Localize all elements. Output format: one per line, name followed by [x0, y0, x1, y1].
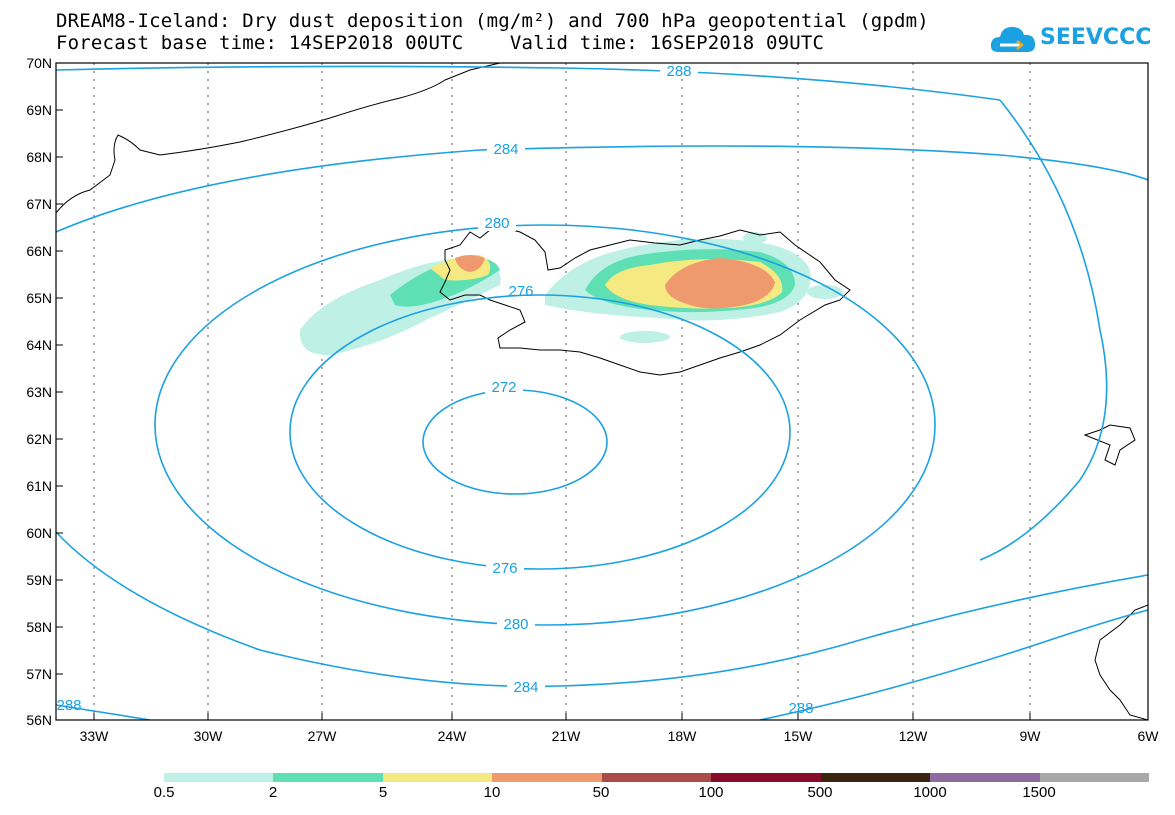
map-title: DREAM8-Iceland: Dry dust deposition (mg/… [56, 10, 929, 32]
legend-label: 1500 [1022, 784, 1056, 801]
grid-lines [93, 63, 1031, 720]
lat-label: 63N [26, 384, 52, 400]
map-subtitle: Forecast base time: 14SEP2018 00UTC Vali… [56, 32, 825, 54]
lon-label: 9W [1020, 728, 1042, 744]
legend-label: 10 [483, 784, 501, 801]
contour-label: 280 [484, 215, 509, 232]
lon-label: 6W [1138, 728, 1160, 744]
contour-label: 276 [492, 560, 517, 577]
legend-label: 2 [268, 784, 278, 801]
contour-label: 272 [491, 379, 516, 396]
lon-label: 21W [552, 728, 582, 744]
lon-label: 24W [438, 728, 468, 744]
cloud-logo-icon [990, 27, 1036, 52]
seevccc-logo: SEEVCCC [990, 22, 1152, 56]
lat-label: 62N [26, 431, 52, 447]
legend-swatch [1039, 773, 1149, 782]
lon-label: 15W [784, 728, 814, 744]
legend-label: 5 [378, 784, 388, 801]
legend-swatch [164, 773, 274, 782]
legend-label: 500 [807, 784, 833, 801]
lat-label: 67N [26, 196, 52, 212]
contour-label: 288 [56, 697, 81, 714]
legend-swatch [273, 773, 383, 782]
logo-text: SEEVCCC [1040, 25, 1152, 50]
dust-deposition-shading [299, 232, 843, 356]
lat-label: 58N [26, 619, 52, 635]
map-frame [55, 62, 1149, 721]
lon-label: 18W [668, 728, 698, 744]
legend-label: 50 [592, 784, 610, 801]
contour-label: 288 [788, 700, 813, 717]
legend-swatch [492, 773, 602, 782]
lat-label: 61N [26, 478, 52, 494]
lon-label: 12W [899, 728, 929, 744]
contour-label: 288 [666, 63, 691, 80]
lat-label: 60N [26, 525, 52, 541]
latitude-labels: 70N 69N 68N 67N 66N 65N 64N 63N 62N 61N … [26, 55, 52, 728]
lat-label: 64N [26, 337, 52, 353]
legend-swatch [820, 773, 931, 782]
lat-label: 68N [26, 149, 52, 165]
lon-label: 30W [194, 728, 224, 744]
legend-swatch [601, 773, 712, 782]
contour-labels: 288 284 280 276 272 276 280 284 288 288 [56, 63, 814, 717]
lat-label: 70N [26, 55, 52, 71]
lon-label: 27W [308, 728, 338, 744]
lat-label: 66N [26, 243, 52, 259]
geopotential-contours [56, 65, 1148, 720]
lat-label: 69N [26, 102, 52, 118]
lat-label: 56N [26, 712, 52, 728]
legend-label: 1000 [913, 784, 947, 801]
legend-swatch [711, 773, 821, 782]
legend-label: 100 [698, 784, 724, 801]
axis-ticks [56, 62, 1031, 720]
longitude-labels: 33W 30W 27W 24W 21W 18W 15W 12W 9W 6W [80, 728, 1160, 744]
lat-label: 59N [26, 572, 52, 588]
legend-colorbar [164, 773, 1149, 782]
legend-swatch [382, 773, 493, 782]
contour-label: 284 [513, 679, 538, 696]
lon-label: 33W [80, 728, 110, 744]
legend-swatch [930, 773, 1040, 782]
lat-label: 57N [26, 666, 52, 682]
contour-label: 280 [503, 616, 528, 633]
lat-label: 65N [26, 290, 52, 306]
coastlines [56, 63, 1148, 720]
contour-label: 284 [493, 141, 518, 158]
contour-label: 276 [508, 283, 533, 300]
legend-label: 0.5 [153, 784, 175, 801]
